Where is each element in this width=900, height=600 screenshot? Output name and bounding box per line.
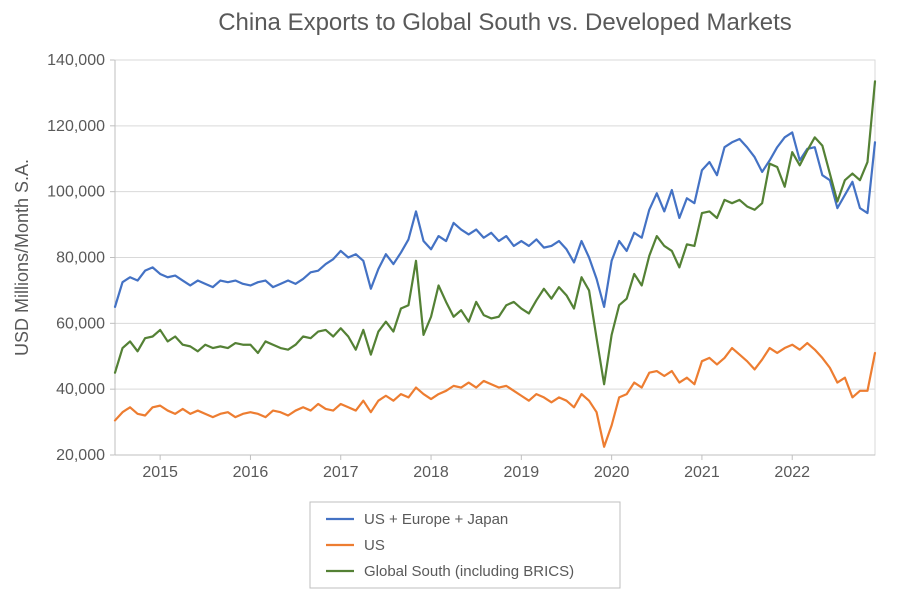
y-tick-label: 120,000	[47, 118, 105, 135]
x-tick-label: 2018	[413, 464, 449, 481]
x-tick-label: 2019	[504, 464, 540, 481]
y-tick-label: 40,000	[56, 381, 105, 398]
legend: US + Europe + Japan US Global South (inclu…	[310, 502, 620, 588]
y-tick-label: 140,000	[47, 52, 105, 69]
legend-item-label: US + Europe + Japan	[364, 511, 508, 528]
chart-container: { "chart": { "type": "line", "title": "C…	[0, 0, 900, 600]
chart-title: China Exports to Global South vs. Develo…	[218, 9, 792, 36]
x-tick-label: 2016	[233, 464, 269, 481]
legend-item-label: US	[364, 537, 385, 554]
export-line-chart: China Exports to Global South vs. Develo…	[0, 0, 900, 600]
y-axis-label: USD Millions/Month S.A.	[12, 159, 32, 356]
y-tick-label: 60,000	[56, 315, 105, 332]
x-tick-label: 2022	[774, 464, 810, 481]
y-tick-label: 100,000	[47, 184, 105, 201]
x-tick-label: 2017	[323, 464, 359, 481]
x-tick-label: 2015	[142, 464, 178, 481]
legend-item-label: Global South (including BRICS)	[364, 563, 574, 580]
y-tick-label: 20,000	[56, 447, 105, 464]
x-tick-label: 2020	[594, 464, 630, 481]
y-tick-label: 80,000	[56, 250, 105, 267]
x-tick-label: 2021	[684, 464, 720, 481]
